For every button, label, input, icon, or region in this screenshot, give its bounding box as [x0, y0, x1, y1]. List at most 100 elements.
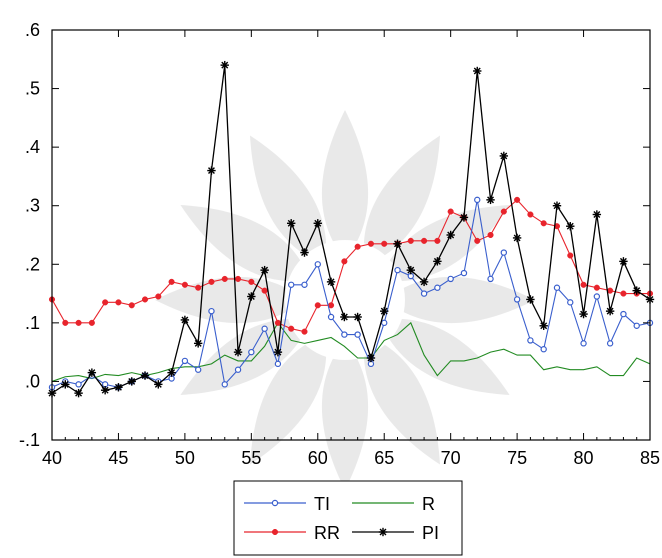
star-arm — [261, 266, 269, 274]
series-ti-point — [221, 381, 228, 388]
star-arm — [606, 307, 614, 315]
series-r — [51, 321, 651, 382]
series-pi-point — [446, 230, 455, 240]
legend: TI RRR PI — [233, 480, 463, 556]
series-pi-point — [579, 309, 588, 319]
series-pi-point — [87, 368, 97, 377]
series-rr-point — [527, 211, 534, 218]
legend-box — [233, 480, 463, 556]
star-arm — [473, 67, 481, 75]
star-arm — [208, 167, 215, 175]
watermark-petal — [250, 135, 327, 266]
x-tick-label: 80 — [574, 448, 594, 468]
star-arm — [380, 307, 388, 315]
star-arm — [101, 386, 109, 394]
x-tick-label: 40 — [42, 448, 62, 468]
series-ti-point — [420, 290, 428, 297]
x-tick-label: 70 — [441, 448, 461, 468]
star-arm — [88, 369, 96, 377]
series-rr-point — [155, 293, 162, 300]
y-tick-label: .3 — [25, 196, 40, 216]
series-ti-point — [301, 281, 308, 288]
series-ti-point — [274, 360, 282, 368]
series-ti-point — [381, 319, 388, 327]
legend-item-rr: RR — [244, 523, 340, 543]
star-arm — [327, 278, 335, 286]
star-arm — [420, 278, 428, 286]
watermark-petal — [180, 318, 311, 395]
watermark-petal — [379, 318, 510, 395]
watermark-petal-shape — [385, 276, 535, 324]
series-rr-point — [354, 243, 361, 250]
x-tick-label: 55 — [241, 448, 261, 468]
x-tick-label: 45 — [108, 448, 128, 468]
star-arm — [379, 528, 387, 536]
series-pi-point — [273, 347, 283, 357]
legend-marker-pi — [378, 527, 388, 537]
series-pi-point — [207, 166, 216, 175]
series-pi-point — [167, 368, 176, 377]
series-rr-point — [168, 278, 175, 285]
series-rr-point — [115, 299, 122, 306]
series-pi-point — [326, 277, 336, 287]
series-pi-point — [140, 371, 150, 380]
series-pi-point — [499, 151, 509, 161]
series-pi-point — [419, 277, 429, 287]
series-pi-point — [220, 60, 229, 70]
series-rr-point — [181, 281, 188, 288]
series-ti-point — [341, 331, 348, 338]
star-arm — [168, 369, 176, 377]
series-ti-point — [527, 337, 534, 344]
star-arm — [394, 240, 401, 248]
star-arm — [487, 196, 494, 204]
series-rr-point — [447, 208, 454, 215]
series-pi-point — [473, 66, 482, 76]
series-rr-point — [102, 299, 109, 306]
series-rr-point — [567, 252, 574, 259]
series-rr-point — [580, 281, 587, 288]
star-arm — [181, 316, 189, 324]
series-pi-point — [233, 347, 243, 357]
series-ti-point — [75, 381, 82, 388]
series-pi-point — [566, 222, 575, 231]
series-rr-point — [208, 278, 215, 285]
legend-label-r: R — [422, 494, 435, 514]
y-tick-label: .5 — [25, 79, 40, 99]
series-rr-point — [248, 278, 255, 285]
series-rr-point — [593, 284, 600, 291]
series-pi-point — [247, 292, 256, 301]
series-pi-point — [619, 257, 628, 266]
star-arm — [513, 234, 521, 242]
star-arm — [354, 313, 362, 321]
star-arm — [75, 389, 83, 397]
series-rr-point — [514, 196, 521, 203]
watermark-petal — [321, 340, 369, 490]
star-arm — [593, 211, 601, 218]
watermark-petal — [250, 334, 327, 465]
series-pi-point — [154, 380, 163, 389]
watermark-petal — [180, 205, 311, 282]
star-arm — [194, 339, 202, 347]
series-r-line — [51, 321, 651, 382]
series-ti-point — [487, 275, 494, 283]
series-pi-point — [632, 286, 641, 295]
series-rr-point — [314, 302, 321, 309]
watermark-petal — [321, 110, 369, 260]
series-pi-point — [486, 195, 495, 205]
legend-label-rr: RR — [314, 523, 340, 543]
series-rr-point — [341, 258, 348, 265]
series-rr-point — [221, 275, 228, 282]
series-pi-point — [552, 201, 562, 210]
series-pi-point — [539, 321, 548, 330]
series-pi-point — [127, 377, 136, 386]
series-ti-point — [593, 293, 601, 300]
star-arm — [447, 231, 455, 239]
series-pi-point — [592, 210, 602, 219]
y-tick-label: .6 — [25, 20, 40, 40]
star-arm — [301, 249, 308, 257]
star-arm — [540, 322, 548, 330]
series-rr — [48, 196, 654, 335]
legend-label-ti: TI — [314, 494, 330, 514]
star-arm — [114, 383, 122, 391]
